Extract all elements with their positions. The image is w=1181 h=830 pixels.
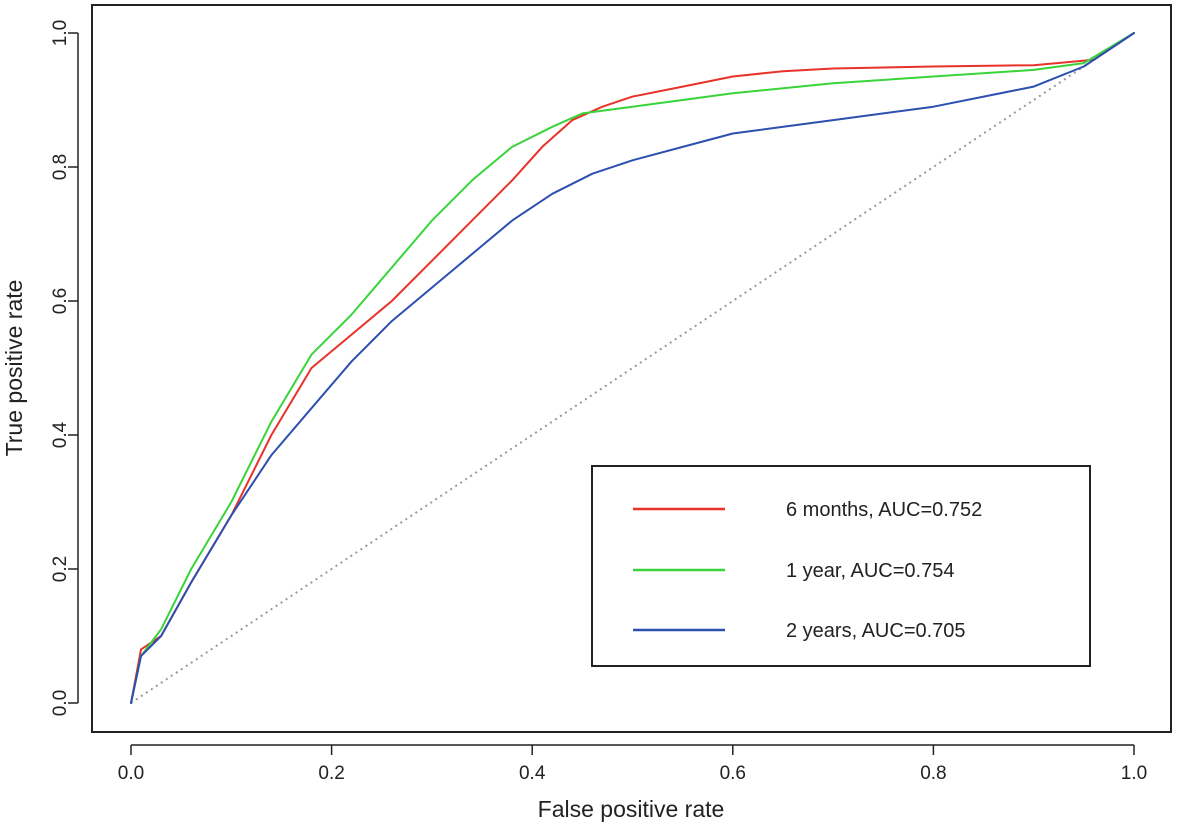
y-tick-label: 1.0 [50,20,71,46]
x-tick-label: 0.8 [920,763,946,784]
y-tick-label: 0.0 [50,690,71,716]
y-tick-label: 0.2 [50,556,71,582]
series-layer [130,32,1135,704]
x-tick-label: 0.4 [519,763,546,784]
y-tick-label: 0.6 [50,288,71,314]
x-axis-title: False positive rate [538,796,725,822]
x-tick-label: 1.0 [1121,763,1147,784]
legend-box [591,465,1091,667]
plot-frame [91,4,1172,733]
y-tick-label: 0.8 [50,154,71,180]
chart-axes: 0.0 0.2 0.4 0.6 0.8 1.0 0.0 0.2 0.4 0.6 0.8 1.0 [50,20,1147,784]
legend-label-2-years: 2 years, AUC=0.705 [786,620,966,642]
x-tick-label: 0.2 [318,763,344,784]
legend-label-6-months: 6 months, AUC=0.752 [786,499,982,521]
y-tick-label: 0.4 [50,421,71,448]
legend-label-1-year: 1 year, AUC=0.754 [786,560,954,582]
roc-curve-2-years [130,32,1135,704]
roc-curve-1-year [130,32,1135,704]
legend: 6 months, AUC=0.752 1 year, AUC=0.754 2 … [591,465,1091,667]
x-tick-label: 0.0 [118,763,144,784]
y-axis-title: True positive rate [1,280,27,457]
x-tick-label: 0.6 [720,763,746,784]
